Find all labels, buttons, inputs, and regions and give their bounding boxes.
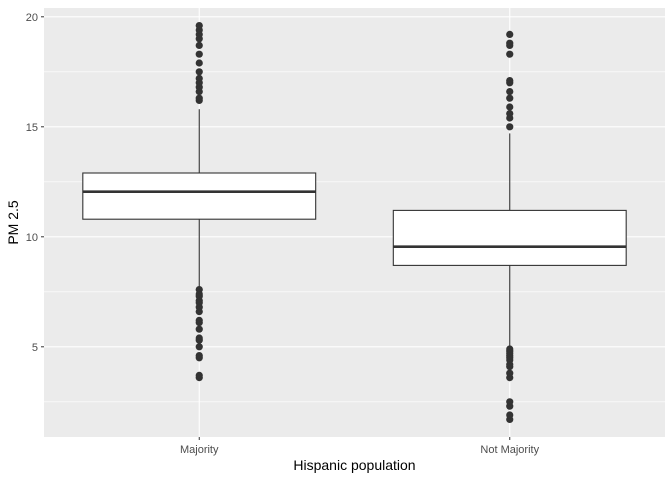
outlier-point — [195, 94, 203, 102]
box-group — [82, 22, 317, 382]
outlier-point — [506, 94, 514, 102]
outlier-point — [195, 325, 203, 333]
y-tick-label: 20 — [26, 12, 38, 24]
x-tick-label: Majority — [180, 444, 219, 456]
outlier-point — [506, 77, 514, 85]
outlier-point — [195, 74, 203, 82]
outlier-point — [195, 68, 203, 76]
outlier-point — [195, 41, 203, 50]
y-tick-label: 10 — [26, 232, 38, 244]
outlier-point — [506, 411, 514, 419]
y-axis-ticks: 5 10 15 20 — [26, 12, 44, 354]
outlier-point — [506, 110, 514, 118]
y-tick-label: 15 — [26, 122, 38, 134]
y-axis-title: PM 2.5 — [5, 200, 21, 245]
y-tick-label: 5 — [32, 342, 38, 354]
box-iqr — [392, 209, 627, 266]
outlier-point — [195, 286, 203, 294]
boxes-layer — [82, 22, 627, 423]
outlier-point — [195, 59, 203, 67]
x-axis-ticks: Majority Not Majority — [180, 437, 540, 456]
outlier-point — [195, 50, 203, 58]
outlier-point — [506, 398, 514, 406]
outlier-point — [506, 103, 514, 111]
outlier-point — [506, 123, 514, 131]
outlier-point — [195, 371, 203, 379]
box-iqr — [82, 172, 317, 220]
outlier-point — [195, 343, 203, 351]
outlier-point — [506, 88, 514, 96]
outlier-point — [506, 39, 514, 47]
x-tick-label: Not Majority — [480, 444, 539, 456]
outlier-point — [195, 334, 203, 342]
x-axis-title: Hispanic population — [293, 457, 415, 473]
outlier-point — [195, 352, 203, 360]
outlier-point — [506, 30, 514, 38]
box-group — [392, 30, 627, 423]
outlier-point — [195, 22, 203, 30]
outlier-point — [506, 369, 514, 377]
outlier-point — [506, 345, 514, 353]
outlier-point — [195, 316, 203, 324]
outlier-point — [506, 50, 514, 58]
